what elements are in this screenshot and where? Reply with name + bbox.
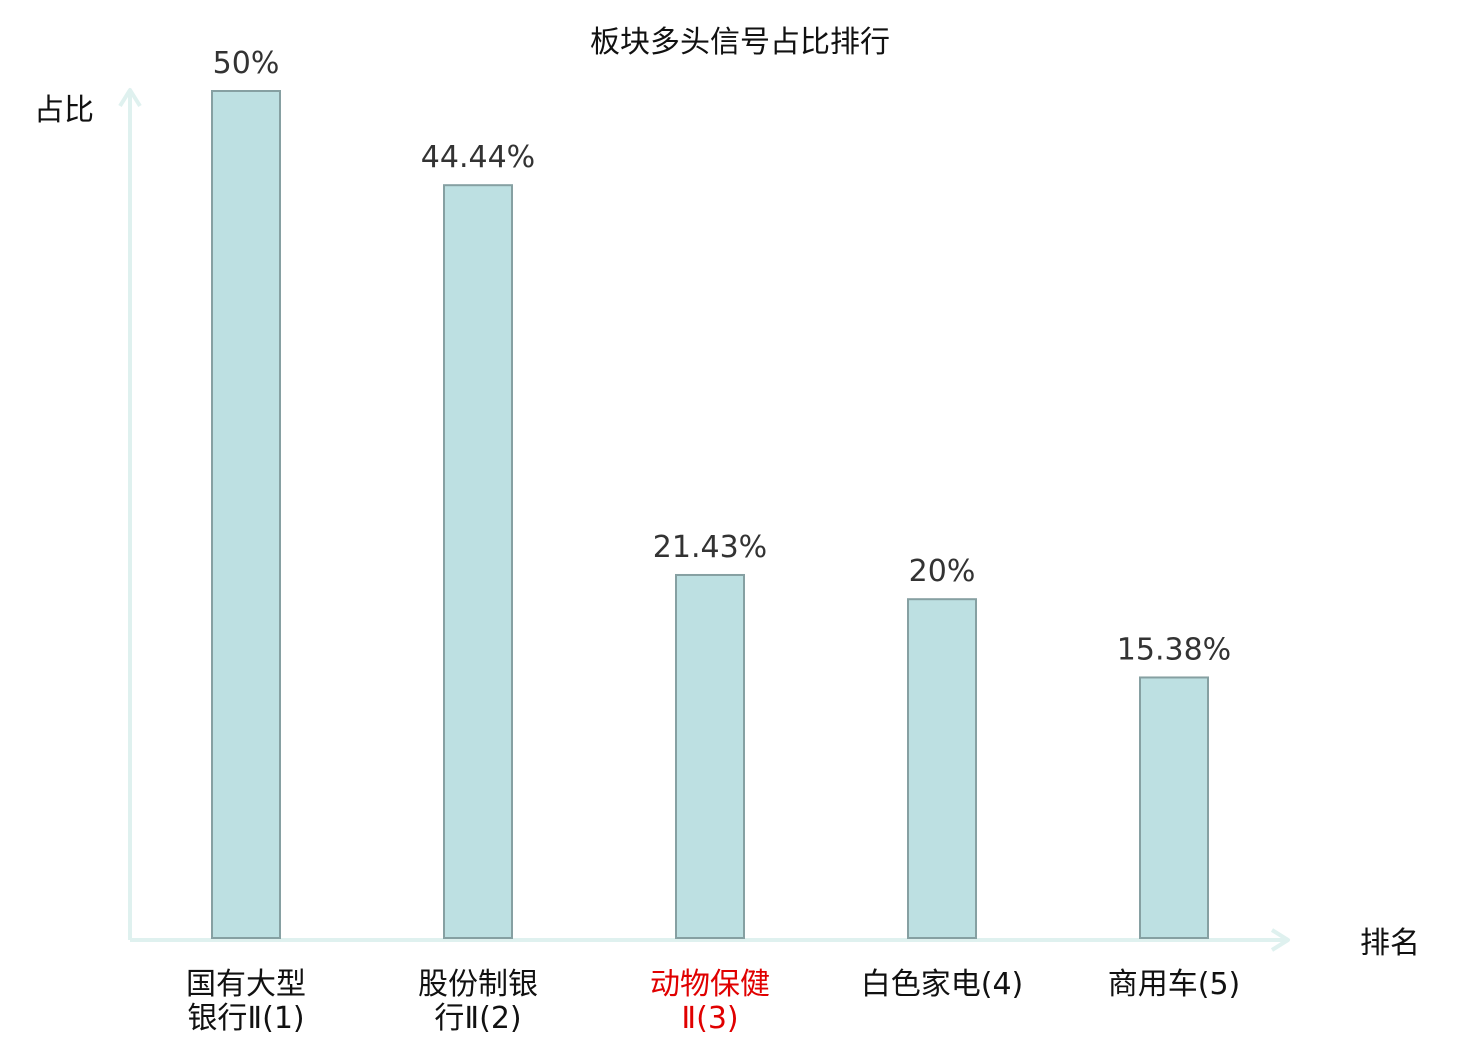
category-label: 白色家电(4) <box>861 967 1024 1002</box>
bar <box>675 573 745 939</box>
axes <box>118 88 1290 952</box>
category-label-line: 动物保健 <box>650 967 770 1002</box>
y-axis-arrow <box>118 88 142 108</box>
category-label-line: 白色家电(4) <box>861 967 1024 1002</box>
bar <box>1139 676 1209 940</box>
value-label: 50% <box>213 46 280 81</box>
category-label-line: 行Ⅱ(2) <box>434 1001 521 1036</box>
value-label: 21.43% <box>653 530 767 565</box>
bar <box>211 90 281 939</box>
x-axis-label: 排名 <box>1360 926 1420 961</box>
category-label-line: 股份制银 <box>418 967 538 1002</box>
category-label-line: Ⅱ(3) <box>681 1001 738 1036</box>
category-label: 国有大型银行Ⅱ(1) <box>186 967 306 1036</box>
bar <box>907 598 977 939</box>
value-label: 20% <box>909 554 976 589</box>
value-label: 15.38% <box>1117 632 1231 667</box>
category-label: 动物保健 Ⅱ(3) <box>650 967 770 1036</box>
bar <box>443 184 513 939</box>
bars-layer <box>211 90 1209 940</box>
category-label-line: 国有大型 <box>186 967 306 1002</box>
category-label-line: 商用车(5) <box>1108 967 1241 1002</box>
category-label-line: 银行Ⅱ(1) <box>187 1001 304 1036</box>
category-label: 商用车(5) <box>1108 967 1241 1002</box>
chart-title: 板块多头信号占比排行 <box>590 25 890 60</box>
value-labels-layer: 50% 44.44% 21.43% 20% 15.38% <box>213 46 1232 667</box>
category-labels-layer: 国有大型银行Ⅱ(1) 股份制银行Ⅱ(2) 动物保健 Ⅱ(3) 白色家电(4) 商用车(5) <box>186 967 1240 1036</box>
y-axis-label: 占比 <box>34 93 94 128</box>
x-axis-arrow <box>1270 928 1290 952</box>
value-label: 44.44% <box>421 140 535 175</box>
category-label: 股份制银行Ⅱ(2) <box>418 967 538 1036</box>
